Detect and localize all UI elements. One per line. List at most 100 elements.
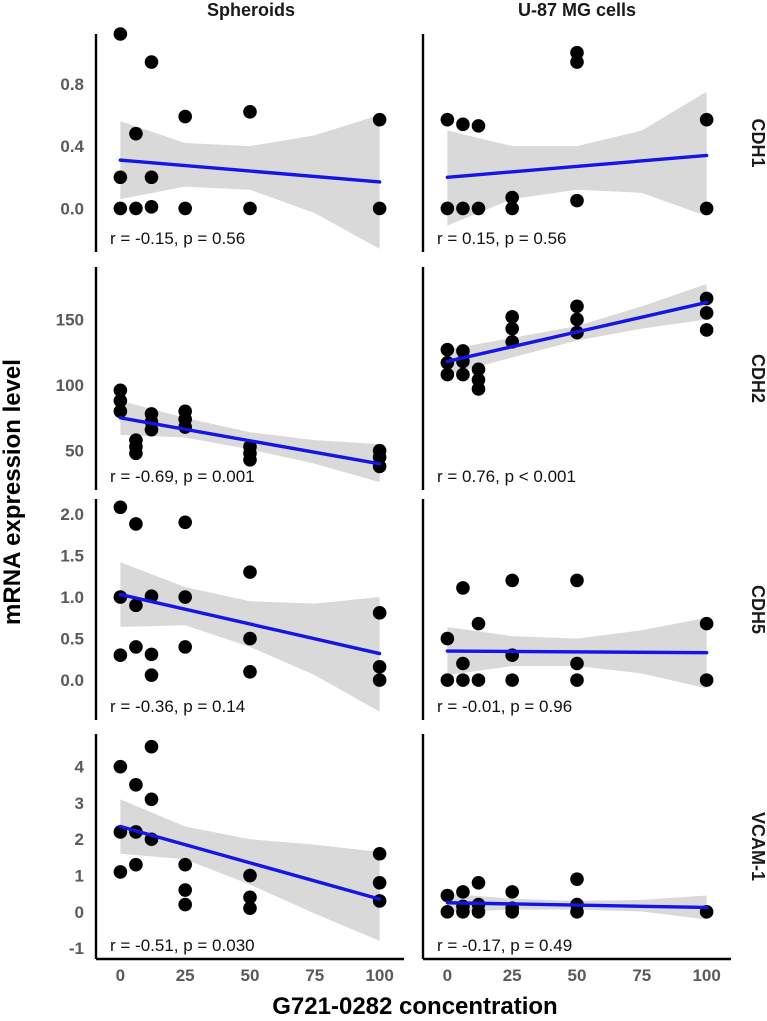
x-tick-label: 0 [116,966,125,985]
data-point [372,660,387,674]
data-point [699,201,714,216]
data-point [440,342,455,357]
data-point [372,846,387,861]
data-point [129,517,143,531]
data-point [129,778,143,792]
data-point [113,759,128,774]
y-tick-label-cdh1: 0.4 [60,137,84,156]
data-point [113,648,128,662]
data-point [570,673,584,687]
data-point [178,109,192,124]
data-point [243,565,257,579]
data-point [570,55,584,69]
x-tick-label: 75 [632,966,651,985]
y-tick-label-cdh5: 0.0 [60,671,84,690]
data-point [471,875,486,890]
x-tick-label: 50 [568,966,587,985]
data-point [178,515,192,530]
data-point [456,885,470,899]
y-tick-label-cdh5: 2.0 [60,505,84,524]
data-point [178,201,192,216]
data-point [505,673,519,687]
data-point [113,383,128,398]
data-point [129,446,143,461]
data-point [113,500,128,515]
data-point [113,394,128,408]
y-tick-label-cdh5: 1.5 [60,546,84,565]
data-point [570,905,584,919]
data-point [456,673,470,687]
data-point [144,668,159,682]
x-tick-label: 75 [305,966,324,985]
data-point [129,598,143,613]
data-point [178,883,192,897]
data-point [456,581,470,595]
x-tick-label: 25 [176,966,195,985]
data-point [144,422,159,437]
correlation-annotation: r = -0.36, p = 0.14 [110,697,245,716]
data-point [505,905,519,919]
data-point [178,640,192,654]
data-point [456,367,470,382]
data-point [440,367,455,382]
data-point [372,112,387,127]
panel-cdh5-spheroids: r = -0.36, p = 0.14 [94,499,387,720]
data-point [129,201,143,216]
data-point [505,310,519,324]
data-point [372,201,387,216]
data-point [699,616,714,631]
panel-vcam-1-u87: 0 25 50 75 100 r = -0.17, p = 0.49 [421,734,731,985]
y-tick-label-vcam-1: 0 [75,903,84,922]
data-point [243,631,257,646]
regression-line [445,153,709,179]
data-point [440,905,455,919]
panel-vcam-1-spheroids: 0 25 50 75 100 r = -0.51, p = 0.030 [94,734,404,985]
data-point [440,201,455,216]
y-tick-label-cdh2: 50 [65,442,84,461]
data-point [456,117,470,132]
data-point [243,453,257,467]
data-point [243,890,257,905]
data-point [699,112,714,127]
y-tick-label-cdh5: 1.0 [60,588,84,607]
confidence-band [120,114,380,249]
row-title-cdh2: CDH2 [748,354,767,403]
y-axis-title: mRNA expression level [0,359,26,625]
data-point [144,55,159,69]
regression-line [118,416,382,466]
data-point [243,665,257,679]
x-axis-title: G721-0282 concentration [272,993,557,1020]
y-tick-label-vcam-1: 2 [75,830,84,849]
data-point [113,404,128,419]
data-point [699,673,714,687]
data-point [570,656,584,671]
data-point [113,27,128,41]
x-tick-label: 25 [503,966,522,985]
data-point [178,897,192,912]
regression-line [445,300,709,364]
data-point [178,857,192,872]
data-point [456,905,470,919]
row-title-cdh5: CDH5 [748,585,767,634]
data-point [471,362,486,377]
data-point [570,45,584,60]
data-point [471,201,486,216]
data-point [440,112,455,127]
column-titles: Spheroids U-87 MG cells [207,0,636,20]
y-tick-label-cdh2: 150 [56,310,84,329]
data-point [471,382,486,396]
regression-line [118,592,382,656]
y-tick-label-vcam-1: 4 [75,758,85,777]
y-tick-label-cdh2: 100 [56,376,84,395]
correlation-annotation: r = 0.15, p = 0.56 [437,229,566,248]
data-point [144,170,159,185]
data-point [456,656,470,671]
panels: 0.0 0.4 0.8 CDH1 r = -0.15, p = 0.56 r = 0.15… [56,27,767,985]
data-point [505,573,519,588]
y-tick-label-vcam-1: -1 [69,939,84,958]
data-point [471,119,486,133]
y-tick-label-cdh1: 0.8 [60,75,84,94]
data-point [570,312,584,327]
data-point [113,865,128,879]
